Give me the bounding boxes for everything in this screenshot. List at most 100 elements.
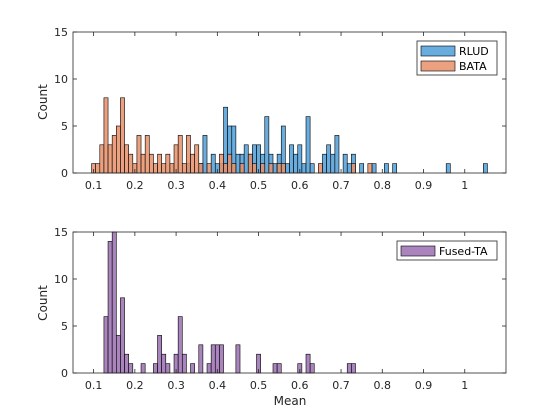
top-rlud-bar-29: [326, 144, 332, 174]
bottom-fused-ta-bar-24: [276, 363, 282, 374]
top-rlud-bar-28: [322, 153, 327, 174]
bottom-fused-ta-bar-28: [346, 363, 352, 374]
top-axes-box: [72, 31, 507, 174]
bottom-fused-ta-bar-7: [140, 363, 146, 374]
bottom-x-tick-label-2: 0.3: [167, 379, 185, 392]
top-bata-bar-30: [227, 153, 233, 174]
bottom-legend: Fused-TA: [396, 240, 498, 261]
top-bata-bar-24: [190, 153, 195, 174]
bottom-y-tick-label-2: 10: [54, 273, 68, 286]
bottom-legend-label-0: Fused-TA: [439, 245, 488, 258]
bottom-fused-ta-bar-14: [181, 353, 187, 374]
top-rlud-bar-25: [301, 163, 307, 174]
bottom-x-tick-label-0: 0.1: [85, 379, 103, 392]
top-rlud-bar-39: [445, 163, 451, 174]
bottom-fused-ta-bar-10: [161, 353, 167, 374]
top-rlud-bar-14: [256, 144, 261, 174]
top-bata-bar-29: [223, 163, 228, 174]
top-y-tick-label-2: 10: [54, 73, 68, 86]
top-bata-bar-3: [103, 97, 109, 174]
top-x-tick-label-8: 0.9: [415, 179, 433, 192]
top-rlud-bar-30: [330, 153, 336, 174]
bottom-fused-ta-bar-18: [210, 344, 216, 374]
top-rlud-bar-33: [346, 163, 352, 174]
bottom-fused-ta-bar-23: [272, 363, 278, 374]
top-legend-swatch-1: [420, 60, 456, 72]
top-x-tick-label-4: 0.5: [250, 179, 268, 192]
top-rlud-bar-36: [371, 163, 377, 174]
top-bata-bar-23: [186, 135, 191, 174]
top-bata-bar-18: [165, 153, 171, 174]
top-bata-bar-28: [219, 153, 224, 174]
bottom-fused-ta-bar-21: [235, 344, 241, 374]
bottom-y-tick-label-3: 15: [54, 226, 68, 239]
top-bata-bar-7: [120, 97, 125, 174]
top-bata-bar-31: [231, 163, 237, 174]
top-rlud-bar-22: [289, 144, 294, 174]
bottom-fused-ta-bar-13: [177, 316, 183, 374]
bottom-x-tick-label-5: 0.6: [291, 379, 309, 392]
top-bata-bar-35: [260, 163, 266, 174]
bottom-x-tick-label-9: 1: [461, 379, 468, 392]
top-rlud-bar-38: [392, 163, 398, 174]
top-bata-bar-16: [157, 153, 162, 174]
top-bata-bar-12: [140, 153, 146, 174]
bottom-fused-ta-bar-20: [219, 344, 224, 374]
bottom-fused-ta-bar-29: [351, 363, 356, 374]
bottom-x-tick-label-3: 0.4: [209, 379, 227, 392]
top-x-tick-label-7: 0.8: [374, 179, 392, 192]
top-rlud-bar-18: [272, 163, 278, 174]
top-rlud-bar-3: [210, 153, 216, 174]
top-rlud-bar-27: [309, 163, 315, 174]
bottom-y-axis-label: Count: [36, 285, 50, 321]
bottom-fused-ta-bar-17: [206, 363, 212, 374]
bottom-x-tick-label-4: 0.5: [250, 379, 268, 392]
top-x-tick-label-3: 0.4: [209, 179, 227, 192]
bottom-y-tick-label-0: 0: [61, 367, 68, 380]
top-bata-bar-14: [148, 153, 154, 174]
bottom-fused-ta-bar-27: [309, 363, 315, 374]
top-bata-bar-38: [280, 163, 286, 174]
top-bata-bar-33: [247, 153, 253, 174]
top-bata-bar-20: [173, 144, 179, 174]
top-rlud-bar-26: [305, 116, 311, 174]
top-x-tick-label-2: 0.3: [167, 179, 185, 192]
top-bata-bar-40: [351, 163, 356, 174]
top-x-tick-label-1: 0.2: [126, 179, 144, 192]
bottom-fused-ta-bar-15: [190, 363, 195, 374]
top-bata-bar-15: [153, 163, 158, 174]
top-rlud-bar-23: [293, 153, 299, 174]
top-x-tick-label-9: 1: [461, 179, 468, 192]
top-rlud-bar-16: [264, 116, 270, 174]
top-bata-bar-41: [367, 163, 373, 174]
top-legend-label-0: RLUD: [459, 45, 489, 58]
top-bata-bar-19: [169, 163, 175, 174]
top-y-tick-label-1: 5: [61, 120, 68, 133]
top-bata-bar-4: [107, 144, 113, 174]
top-rlud-bar-32: [342, 153, 348, 174]
top-y-tick-label-3: 15: [54, 26, 68, 39]
bottom-fused-ta-bar-9: [157, 335, 162, 374]
top-rlud-bar-40: [483, 163, 488, 174]
top-x-tick-label-0: 0.1: [85, 179, 103, 192]
top-bata-bar-36: [268, 163, 274, 174]
top-rlud-bar-31: [334, 135, 340, 174]
top-bata-bar-39: [318, 163, 323, 174]
top-legend-swatch-0: [420, 45, 456, 57]
top-rlud-bar-6: [223, 106, 228, 174]
bottom-fused-ta-bar-6: [128, 363, 134, 374]
top-rlud-bar-9: [235, 153, 241, 174]
top-bata-bar-17: [161, 163, 167, 174]
top-bata-bar-8: [124, 144, 129, 174]
top-bata-bar-6: [116, 125, 121, 174]
top-y-axis-label: Count: [36, 84, 50, 120]
bottom-x-tick-label-6: 0.7: [332, 379, 350, 392]
bottom-fused-ta-bar-1: [107, 241, 113, 374]
top-bata-bar-13: [144, 135, 150, 174]
top-bata-bar-11: [136, 135, 142, 174]
top-bata-bar-22: [181, 163, 187, 174]
bottom-y-tick-label-1: 5: [61, 320, 68, 333]
